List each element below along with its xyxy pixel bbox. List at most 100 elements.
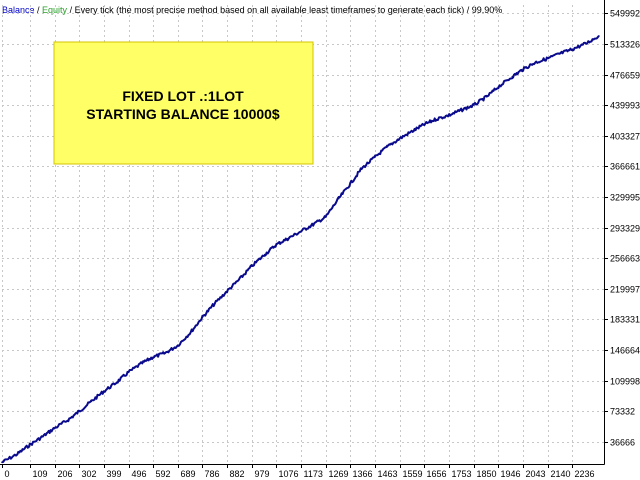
test-info-text: / Every tick (the most precise method ba…	[67, 5, 465, 15]
y-tick-label: 36666	[610, 438, 635, 448]
balance-point	[386, 146, 389, 148]
balance-point	[448, 114, 451, 116]
balance-point	[116, 381, 118, 384]
x-tick-label: 0	[5, 469, 10, 479]
annotation-box: FIXED LOT .:1LOT STARTING BALANCE 10000$	[53, 41, 314, 165]
balance-point	[300, 230, 303, 232]
y-tick-label: 513326	[610, 40, 640, 50]
x-tick-label: 1656	[427, 469, 447, 479]
y-tick-label: 183331	[610, 315, 640, 325]
legend-separator: /	[34, 5, 43, 15]
balance-point	[324, 216, 327, 218]
balance-point	[337, 197, 340, 200]
balance-point	[67, 419, 70, 421]
modelling-quality-text: / 99.90%	[464, 5, 503, 15]
y-tick-label: 476659	[610, 71, 640, 81]
x-tick-label: 1559	[403, 469, 423, 479]
balance-point	[16, 453, 19, 455]
x-tick-label: 399	[107, 469, 122, 479]
x-tick-label: 1753	[452, 469, 472, 479]
balance-point	[571, 48, 574, 50]
balance-point	[349, 182, 352, 185]
x-tick-label: 1850	[477, 469, 497, 479]
x-tick-label: 1463	[378, 469, 398, 479]
balance-point	[78, 410, 80, 413]
y-tick-label: 109998	[610, 377, 640, 387]
balance-point	[534, 61, 536, 64]
balance-point	[177, 344, 179, 347]
y-axis: 36666 73332 109998 146664 183331 219997 256663…	[604, 9, 640, 448]
x-tick-label: 979	[255, 469, 270, 479]
balance-point	[42, 435, 44, 438]
annotation-line-2: STARTING BALANCE 10000$	[86, 106, 280, 122]
y-tick-label: 73332	[610, 407, 635, 417]
balance-point	[511, 76, 513, 78]
balance-point	[201, 316, 204, 318]
y-tick-label: 439993	[610, 101, 640, 111]
balance-point	[585, 42, 587, 45]
balance-point	[263, 253, 266, 256]
y-tick-label: 256663	[610, 254, 640, 264]
x-tick-label: 1269	[329, 469, 349, 479]
x-tick-label: 2236	[575, 469, 595, 479]
balance-point	[598, 35, 600, 37]
x-tick-label: 1366	[353, 469, 373, 479]
balance-point	[312, 223, 315, 226]
balance-point	[212, 303, 215, 306]
annotation-line-1: FIXED LOT .:1LOT	[122, 88, 244, 104]
annotation-background	[53, 41, 314, 165]
balance-point	[411, 130, 414, 132]
balance-point	[286, 237, 289, 240]
x-tick-label: 1076	[279, 469, 299, 479]
x-tick-label: 882	[230, 469, 245, 479]
balance-point	[497, 86, 500, 88]
x-tick-label: 786	[205, 469, 220, 479]
balance-point	[29, 444, 31, 446]
balance-point	[103, 390, 105, 393]
x-tick-label: 302	[82, 469, 97, 479]
x-tick-label: 1946	[501, 469, 521, 479]
balance-point	[190, 331, 192, 333]
balance-point	[127, 371, 130, 374]
x-tick-label: 206	[58, 469, 73, 479]
balance-point	[275, 243, 278, 246]
x-tick-label: 2140	[551, 469, 571, 479]
balance-point	[559, 52, 562, 55]
x-tick-label: 496	[132, 469, 147, 479]
balance-point	[434, 118, 437, 121]
equity-legend-label: Equity	[42, 5, 68, 15]
balance-point	[460, 109, 463, 111]
balance-point	[141, 362, 144, 364]
x-tick-label: 1173	[304, 469, 323, 479]
balance-point	[238, 278, 240, 281]
plot-frame	[0, 0, 605, 465]
y-tick-label: 146664	[610, 346, 640, 356]
balance-point	[547, 57, 549, 60]
x-tick-label: 2043	[526, 469, 546, 479]
y-tick-label: 366661	[610, 162, 640, 172]
balance-point	[374, 156, 377, 158]
x-tick-label: 109	[33, 469, 48, 479]
y-tick-label: 219997	[610, 285, 640, 295]
chart-header: Balance / Equity / Every tick (the most …	[2, 2, 502, 18]
x-tick-label: 689	[181, 469, 196, 479]
y-tick-label: 329995	[610, 193, 640, 203]
y-tick-label: 293329	[610, 224, 640, 234]
balance-point	[423, 123, 426, 126]
balance-point	[152, 356, 154, 359]
x-tick-label: 592	[156, 469, 171, 479]
x-axis: 0 109 206 302 399 496 592 689 786 882 979 1076 1173 1…	[2, 464, 595, 479]
balance-point	[360, 167, 363, 170]
balance-point	[398, 137, 401, 140]
balance-point	[485, 96, 488, 98]
balance-legend-label: Balance	[2, 5, 35, 15]
balance-point	[164, 352, 167, 354]
balance-point	[1, 461, 3, 464]
balance-point	[90, 400, 93, 403]
balance-point	[226, 290, 228, 293]
balance-point	[522, 68, 524, 71]
y-tick-label: 549992	[610, 9, 640, 19]
balance-point	[473, 104, 475, 106]
y-tick-label: 403327	[610, 132, 640, 142]
